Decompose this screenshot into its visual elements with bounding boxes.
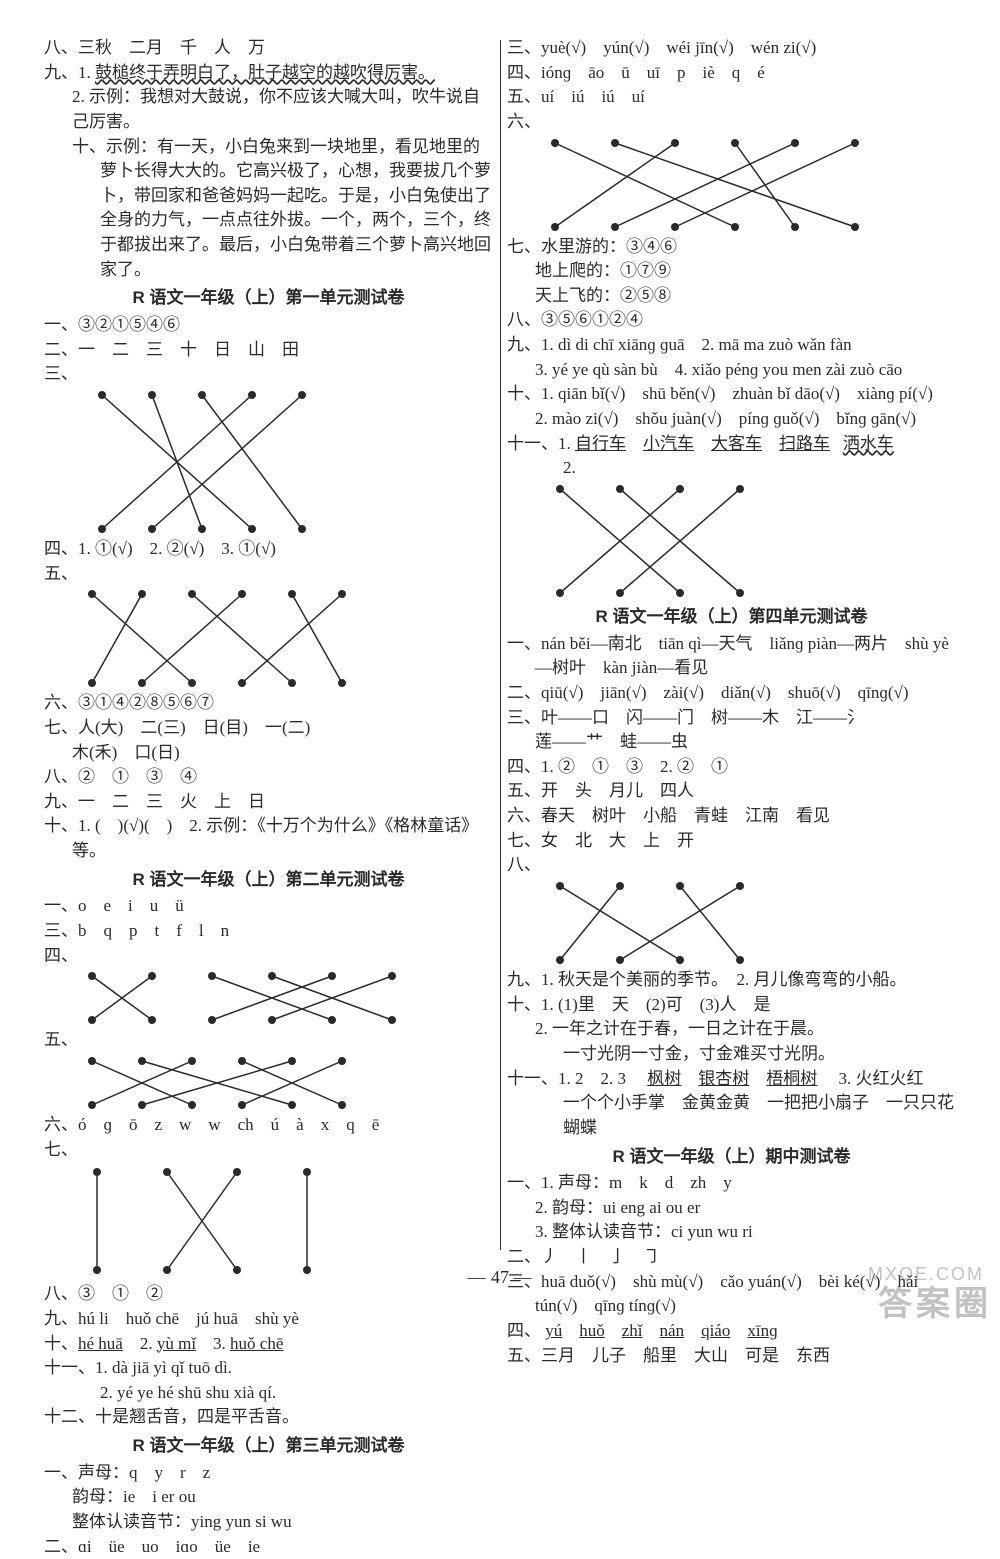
u4-8: 八、 bbox=[507, 853, 956, 878]
match-diagram bbox=[535, 878, 765, 968]
r-11b: 2. bbox=[507, 456, 956, 481]
u4-6: 六、春天 树叶 小船 青蛙 江南 看见 bbox=[507, 804, 956, 829]
u4-10b: 2. 一年之计在于春，一日之计在于晨。 bbox=[507, 1017, 956, 1042]
u3-1c: 整体认读音节：ying yun si wu bbox=[44, 1510, 493, 1535]
u2-8: 八、③ ① ② bbox=[44, 1282, 493, 1307]
u2-9: 九、hú li huǒ chē jú huā shù yè bbox=[44, 1307, 493, 1332]
u4-4: 四、1. ② ① ③ 2. ② ① bbox=[507, 755, 956, 780]
u4-match8 bbox=[507, 878, 956, 968]
u2-3: 三、b q p t f l n bbox=[44, 919, 493, 944]
u1-3: 三、 bbox=[44, 362, 493, 387]
r-4: 四、iónɡ āo ū uī p iè q é bbox=[507, 61, 956, 86]
match-diagram bbox=[72, 1053, 372, 1113]
u1-6: 六、③①④②⑧⑤⑥⑦ bbox=[44, 691, 493, 716]
u4-10c: 一寸光阴一寸金，寸金难买寸光阴。 bbox=[507, 1042, 956, 1067]
u3-1a: 一、声母：q y r z bbox=[44, 1461, 493, 1486]
u4-7: 七、女 北 大 上 开 bbox=[507, 829, 956, 854]
r-7b: 地上爬的：①⑦⑨ bbox=[507, 259, 956, 284]
u2-11-2: 2. yé ye hé shū shu xià qí. bbox=[44, 1381, 493, 1406]
u1-8: 八、② ① ③ ④ bbox=[44, 765, 493, 790]
u1-match3 bbox=[44, 387, 493, 537]
r-5: 五、uí iú iú uí bbox=[507, 85, 956, 110]
u2-1: 一、o e i u ü bbox=[44, 894, 493, 919]
stroke-match-diagram bbox=[72, 1162, 372, 1282]
u2-6: 六、ó ɡ ō z w w ch ú à x q ē bbox=[44, 1113, 493, 1138]
u2-7: 七、 bbox=[44, 1138, 493, 1163]
u1-2: 二、一 二 三 十 日 山 田 bbox=[44, 338, 493, 363]
l-9-1: 九、1. 鼓槌终于弄明白了，肚子越空的越吹得厉害。 bbox=[44, 61, 493, 86]
l-9-2: 2. 示例：我想对大鼓说，你不应该大喊大叫，吹牛说自己厉害。 bbox=[44, 85, 493, 134]
match-diagram bbox=[72, 387, 332, 537]
r-7c: 天上飞的：②⑤⑧ bbox=[507, 284, 956, 309]
heading-unit4: R 语文一年级（上）第四单元测试卷 bbox=[507, 605, 956, 630]
column-divider bbox=[500, 40, 501, 1250]
match-diagram bbox=[535, 135, 875, 235]
r-3: 三、yuè(√) yún(√) wéi jīn(√) wén zi(√) bbox=[507, 36, 956, 61]
u4-3: 三、叶——口 闪——门 树——木 江——氵 bbox=[507, 706, 956, 731]
r-7a: 七、水里游的：③④⑥ bbox=[507, 235, 956, 260]
r-10: 十、1. qiān bǐ(√) shū běn(√) zhuàn bǐ dāo(… bbox=[507, 382, 956, 431]
r-11a: 十一、1. 自行车 小汽车 大客车 扫路车 洒水车 bbox=[507, 432, 956, 457]
u4-5: 五、开 头 月儿 四人 bbox=[507, 779, 956, 804]
m-1b: 2. 韵母：ui eng ai ou er bbox=[507, 1196, 956, 1221]
l-10: 十、示例：有一天，小白兔来到一块地里，看见地里的萝卜长得大大的。它高兴极了，心想… bbox=[44, 135, 493, 283]
m-5: 五、三月 儿子 船里 大山 可是 东西 bbox=[507, 1344, 956, 1369]
u1-1: 一、③②①⑤④⑥ bbox=[44, 313, 493, 338]
left-column: 八、三秋 二月 千 人 万 九、1. 鼓槌终于弄明白了，肚子越空的越吹得厉害。 … bbox=[44, 36, 493, 1256]
u4-3b: 莲——艹 蛙——虫 bbox=[507, 730, 956, 755]
l-8: 八、三秋 二月 千 人 万 bbox=[44, 36, 493, 61]
m-1a: 一、1. 声母：m k d zh y bbox=[507, 1171, 956, 1196]
r-8: 八、③⑤⑥①②④ bbox=[507, 308, 956, 333]
u4-1: 一、nán běi—南北 tiān qì—天气 liǎnɡ piàn—两片 sh… bbox=[507, 632, 956, 681]
u2-10: 十、hé huā 2. yù mǐ 3. huǒ chē bbox=[44, 1332, 493, 1357]
u2-12: 十二、十是翘舌音，四是平舌音。 bbox=[44, 1405, 493, 1430]
match-diagram bbox=[72, 586, 372, 691]
u1-5: 五、 bbox=[44, 562, 493, 587]
u4-10: 十、1. (1)里 天 (2)可 (3)人 是 bbox=[507, 993, 956, 1018]
u4-9: 九、1. 秋天是个美丽的季节。 2. 月儿像弯弯的小船。 bbox=[507, 968, 956, 993]
right-column: 三、yuè(√) yún(√) wéi jīn(√) wén zi(√) 四、i… bbox=[507, 36, 956, 1256]
u2-match7 bbox=[44, 1162, 493, 1282]
heading-unit1: R 语文一年级（上）第一单元测试卷 bbox=[44, 286, 493, 311]
heading-unit3: R 语文一年级（上）第三单元测试卷 bbox=[44, 1434, 493, 1459]
u4-11: 十一、1. 2 2. 3 枫树 银杏树 梧桐树 3. 火红火红 一个个小手掌 金… bbox=[507, 1067, 956, 1141]
u1-4: 四、1. ①(√) 2. ②(√) 3. ①(√) bbox=[44, 537, 493, 562]
u1-9: 九、一 二 三 火 上 日 bbox=[44, 790, 493, 815]
u3-2: 二、ɑi üe uo iɑo üe ie bbox=[44, 1535, 493, 1559]
heading-midterm: R 语文一年级（上）期中测试卷 bbox=[507, 1145, 956, 1170]
u1-match5 bbox=[44, 586, 493, 691]
watermark-main: 答案圈 bbox=[878, 1280, 992, 1329]
m-1c: 3. 整体认读音节：ci yun wu ri bbox=[507, 1220, 956, 1245]
u3-1b: 韵母：ie i er ou bbox=[44, 1485, 493, 1510]
u2-11-1: 十一、1. dà jiā yì qǐ tuō dì. bbox=[44, 1356, 493, 1381]
r-6: 六、 bbox=[507, 110, 956, 135]
r-9b: 3. yé ye qù sàn bù 4. xiǎo pénɡ you men … bbox=[507, 358, 956, 383]
u4-2: 二、qiū(√) jiān(√) zài(√) diǎn(√) shuō(√) … bbox=[507, 681, 956, 706]
u2-match4 bbox=[44, 968, 493, 1028]
match-diagram bbox=[535, 481, 765, 601]
r-match9b bbox=[507, 481, 956, 601]
u2-match5b bbox=[44, 1053, 493, 1113]
u2-5: 五、 bbox=[44, 1028, 493, 1053]
u1-7b: 木(禾) 口(日) bbox=[44, 741, 493, 766]
r-match6 bbox=[507, 135, 956, 235]
u2-4: 四、 bbox=[44, 944, 493, 969]
r-9a: 九、1. dì di chī xiānɡ ɡuā 2. mā ma zuò wǎ… bbox=[507, 333, 956, 358]
match-diagram bbox=[72, 968, 412, 1028]
u1-10: 十、1. ( )(√)( ) 2. 示例：《十万个为什么》《格林童话》等。 bbox=[44, 814, 493, 863]
u1-7: 七、人(大) 二(三) 日(目) 一(二) bbox=[44, 716, 493, 741]
heading-unit2: R 语文一年级（上）第二单元测试卷 bbox=[44, 868, 493, 893]
